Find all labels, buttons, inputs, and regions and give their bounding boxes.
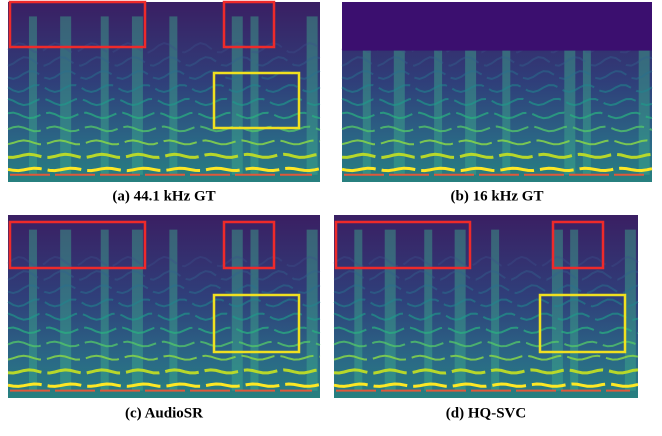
spectral-streak (169, 229, 178, 391)
spectral-streak (362, 16, 371, 175)
spectral-streak (306, 229, 318, 391)
caption: (d) HQ-SVC (446, 405, 526, 421)
spectral-streak (393, 16, 405, 175)
harmonic (341, 125, 653, 133)
spectral-streak (131, 229, 143, 391)
spectral-streak (465, 16, 477, 175)
harmonic (333, 326, 639, 335)
spectrogram-panels (7, 0, 653, 398)
spectral-streak (424, 229, 433, 391)
highlight-box (551, 220, 605, 270)
harmonic (341, 139, 653, 146)
harmonic (7, 152, 321, 159)
harmonic (333, 284, 639, 295)
spectral-streak (100, 16, 109, 175)
harmonic (333, 340, 639, 348)
spectral-streak (384, 229, 396, 391)
spectral-streak (354, 229, 363, 391)
harmonic (7, 284, 321, 295)
harmonic (7, 139, 321, 146)
caption: (b) 16 kHz GT (451, 188, 544, 204)
harmonic (333, 298, 639, 308)
harmonic (7, 298, 321, 308)
harmonic (7, 368, 321, 375)
spectral-streak (169, 16, 178, 175)
spectral-streak (638, 16, 650, 175)
spectral-streak (250, 229, 259, 391)
harmonic (341, 84, 653, 94)
harmonic (341, 97, 653, 107)
harmonic (7, 269, 321, 281)
spectral-streak (250, 16, 259, 175)
spectral-streak (60, 16, 72, 175)
caption: (c) AudioSR (125, 405, 203, 421)
highlight-box (8, 0, 147, 49)
spectral-streak (231, 16, 243, 175)
spectral-streak (28, 229, 37, 391)
spectral-streak (551, 229, 563, 391)
highlight-box (8, 220, 147, 270)
spectral-streak (502, 16, 511, 175)
harmonic (7, 42, 321, 54)
harmonic (333, 269, 639, 281)
spectral-streak (454, 229, 466, 391)
spectral-streak (434, 16, 443, 175)
spectral-streak (231, 229, 243, 391)
harmonic (7, 340, 321, 348)
spectral-streak (564, 16, 576, 175)
harmonic (341, 111, 653, 120)
spectral-streak (582, 16, 591, 175)
harmonic (7, 111, 321, 120)
harmonic (7, 312, 321, 321)
spectral-streak (491, 229, 500, 391)
harmonic (7, 255, 321, 268)
spectral-streak (570, 229, 579, 391)
harmonic (341, 152, 653, 159)
band-limit (342, 2, 652, 51)
harmonic (333, 354, 639, 361)
harmonic (7, 354, 321, 361)
harmonic (7, 56, 321, 67)
harmonic (7, 166, 321, 173)
harmonic (333, 312, 639, 321)
highlight-box (222, 0, 276, 49)
harmonic (341, 70, 653, 80)
spectral-streak (131, 16, 143, 175)
highlight-box (222, 220, 276, 270)
spectral-streak (306, 16, 318, 175)
harmonic (341, 166, 653, 173)
highlight-box (334, 220, 472, 270)
spectral-streak (60, 229, 72, 391)
harmonic (7, 70, 321, 80)
harmonic (333, 368, 639, 375)
harmonic (333, 255, 639, 268)
spectral-streak (624, 229, 636, 391)
harmonic (7, 326, 321, 335)
spectral-streak (100, 229, 109, 391)
harmonic (341, 56, 653, 67)
highlight-box (212, 71, 301, 130)
harmonic (7, 84, 321, 94)
caption: (a) 44.1 kHz GT (112, 188, 215, 204)
harmonic (7, 382, 321, 388)
highlight-box (212, 293, 301, 354)
highlight-box (538, 293, 627, 354)
spectral-streak (28, 16, 37, 175)
harmonic (333, 382, 639, 388)
harmonic (7, 97, 321, 107)
